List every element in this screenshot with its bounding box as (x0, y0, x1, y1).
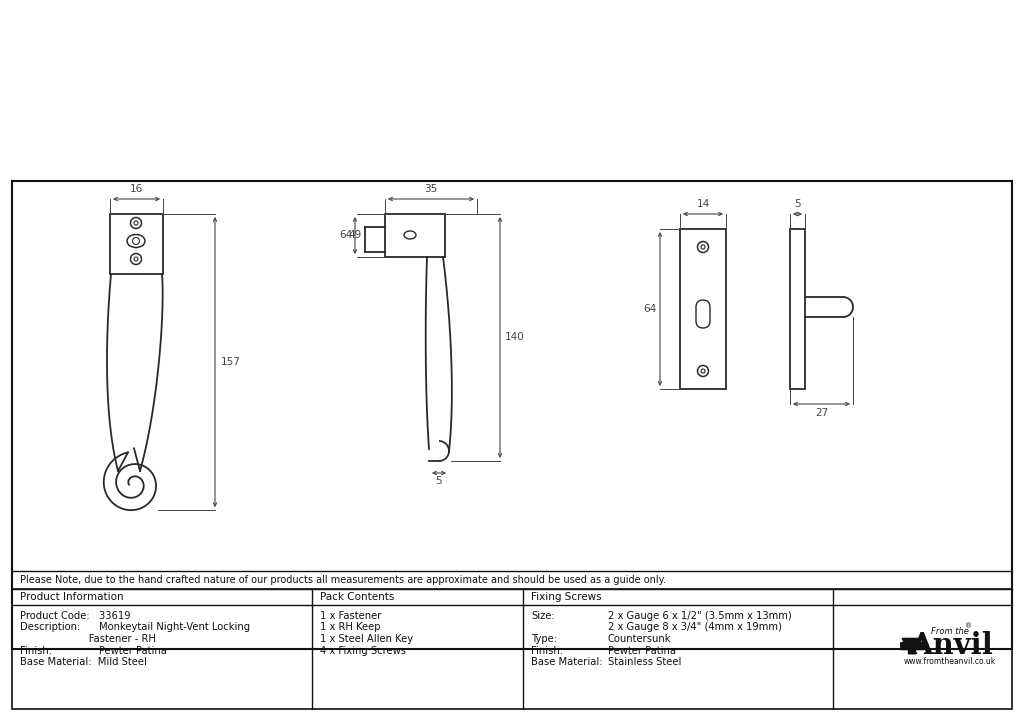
Text: Anvil: Anvil (910, 631, 993, 661)
Text: 4 x Fixing Screws: 4 x Fixing Screws (319, 646, 406, 656)
Text: www.fromtheanvil.co.uk: www.fromtheanvil.co.uk (904, 656, 996, 666)
Text: Pack Contents: Pack Contents (319, 592, 394, 602)
Text: 14: 14 (696, 199, 710, 209)
Text: 49: 49 (349, 231, 362, 240)
Text: Finish:: Finish: (531, 646, 563, 656)
Bar (12, 181, 1012, 649)
Text: ®: ® (966, 623, 973, 629)
Text: 1 x Fastener: 1 x Fastener (319, 611, 381, 621)
Text: 1 x RH Keep: 1 x RH Keep (319, 623, 381, 633)
Text: 27: 27 (815, 408, 828, 418)
Text: Product Information: Product Information (20, 592, 124, 602)
Text: 140: 140 (505, 332, 524, 342)
Text: Please Note, due to the hand crafted nature of our products all measurements are: Please Note, due to the hand crafted nat… (20, 575, 666, 585)
Text: Fixing Screws: Fixing Screws (531, 592, 602, 602)
Text: Base Material:  Mild Steel: Base Material: Mild Steel (20, 657, 146, 667)
Bar (790, 229, 805, 389)
Text: Base Material:: Base Material: (531, 657, 602, 667)
Text: 1 x Steel Allen Key: 1 x Steel Allen Key (319, 634, 413, 644)
Text: 2 x Gauge 8 x 3/4" (4mm x 19mm): 2 x Gauge 8 x 3/4" (4mm x 19mm) (608, 623, 782, 633)
Text: 35: 35 (424, 184, 437, 194)
Text: 2 x Gauge 6 x 1/2" (3.5mm x 13mm): 2 x Gauge 6 x 1/2" (3.5mm x 13mm) (608, 611, 792, 621)
Bar (110, 214, 163, 274)
Text: Size:: Size: (531, 611, 555, 621)
Text: 64: 64 (643, 304, 656, 314)
Text: Pewter Patina: Pewter Patina (608, 646, 676, 656)
Text: From the: From the (931, 626, 969, 636)
Text: 5: 5 (795, 199, 801, 209)
Text: Countersunk: Countersunk (608, 634, 672, 644)
Text: Fastener - RH: Fastener - RH (20, 634, 156, 644)
Text: Product Code:   33619: Product Code: 33619 (20, 611, 131, 621)
Text: 16: 16 (130, 184, 143, 194)
Text: 64: 64 (339, 231, 352, 240)
Text: 157: 157 (221, 357, 241, 367)
Bar (385, 214, 445, 257)
Text: Stainless Steel: Stainless Steel (608, 657, 681, 667)
Text: Type:: Type: (531, 634, 557, 644)
Polygon shape (901, 638, 924, 654)
Text: Description:      Monkeytail Night-Vent Locking: Description: Monkeytail Night-Vent Locki… (20, 623, 250, 633)
Bar (680, 229, 726, 389)
Text: 5: 5 (435, 476, 442, 486)
Text: Finish:               Pewter Patina: Finish: Pewter Patina (20, 646, 167, 656)
Bar (12, 589, 1012, 709)
